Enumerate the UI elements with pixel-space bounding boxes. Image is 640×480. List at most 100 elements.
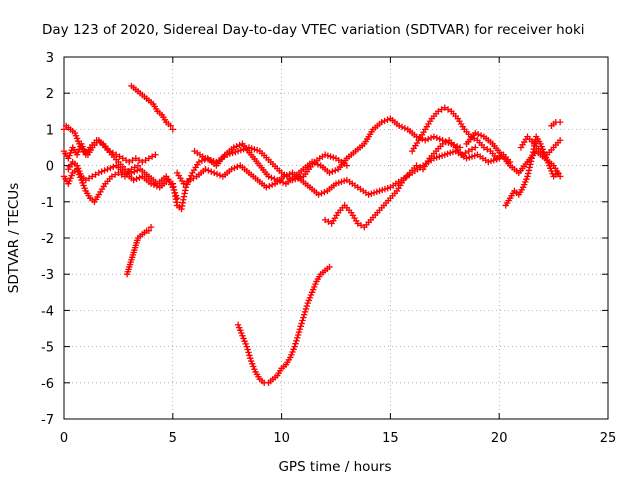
data-point xyxy=(122,156,130,164)
data-point xyxy=(474,131,482,138)
data-point xyxy=(301,311,308,318)
data-point xyxy=(480,144,488,151)
chart-title: Day 123 of 2020, Sidereal Day-to-day VTE… xyxy=(42,22,585,38)
data-point xyxy=(422,137,429,144)
data-point xyxy=(493,155,501,162)
data-point xyxy=(95,169,103,177)
y-tick-label: 1 xyxy=(46,123,54,138)
data-point xyxy=(119,155,126,162)
data-point xyxy=(243,343,250,350)
data-point xyxy=(326,263,333,271)
data-point xyxy=(139,158,146,166)
data-point xyxy=(294,331,302,339)
data-point xyxy=(60,126,68,133)
data-point xyxy=(231,164,238,172)
data-point xyxy=(130,176,137,184)
data-point xyxy=(321,188,328,196)
series-arc-3 xyxy=(60,162,142,205)
data-point xyxy=(183,178,191,186)
data-point xyxy=(321,216,329,224)
data-point xyxy=(115,169,122,177)
data-point xyxy=(444,106,452,113)
data-points xyxy=(60,82,564,386)
x-tick-label: 25 xyxy=(600,431,617,446)
data-point xyxy=(556,118,564,126)
data-point xyxy=(468,146,476,153)
data-point xyxy=(453,143,461,150)
y-tick-label: -7 xyxy=(41,413,54,428)
data-point xyxy=(378,118,385,126)
x-tick-label: 5 xyxy=(169,431,177,446)
data-point xyxy=(357,222,365,229)
data-point xyxy=(527,161,534,168)
data-point xyxy=(413,133,420,140)
data-point xyxy=(233,143,240,150)
data-point xyxy=(145,227,153,234)
series-arc-9 xyxy=(191,144,351,184)
data-point xyxy=(92,171,99,178)
y-tick-label: 3 xyxy=(46,51,54,66)
data-point xyxy=(303,302,311,310)
data-point xyxy=(315,191,322,198)
data-point xyxy=(300,314,307,321)
data-point xyxy=(527,158,535,165)
data-point xyxy=(131,164,138,171)
data-point xyxy=(148,153,156,160)
data-point xyxy=(213,170,221,178)
data-point xyxy=(441,104,448,111)
data-point xyxy=(395,122,403,129)
data-point xyxy=(98,168,105,175)
data-point xyxy=(343,162,351,169)
data-point xyxy=(208,168,215,175)
data-point xyxy=(413,162,420,169)
data-point xyxy=(524,173,531,180)
x-tick-label: 0 xyxy=(60,431,68,446)
x-axis-label: GPS time / hours xyxy=(278,459,391,475)
data-point xyxy=(314,161,322,168)
x-tick-label: 20 xyxy=(491,431,508,446)
data-point xyxy=(82,176,89,184)
data-point xyxy=(332,167,339,174)
data-point xyxy=(266,182,273,190)
data-point xyxy=(294,334,301,342)
data-point xyxy=(268,181,276,189)
data-point xyxy=(268,174,275,181)
data-point xyxy=(435,108,442,115)
data-point xyxy=(247,354,254,362)
data-point xyxy=(556,173,564,180)
data-point xyxy=(326,169,333,177)
data-point xyxy=(134,162,142,169)
data-point xyxy=(540,149,548,157)
data-point xyxy=(198,157,206,164)
data-point xyxy=(424,135,432,143)
data-point xyxy=(554,169,562,177)
data-point xyxy=(398,123,406,131)
data-point xyxy=(430,133,438,140)
data-point xyxy=(111,171,119,178)
data-point xyxy=(462,149,469,157)
series-arc-11 xyxy=(321,137,479,231)
data-point xyxy=(459,151,466,158)
data-point xyxy=(293,337,300,345)
series-arc-15 xyxy=(517,133,564,158)
data-point xyxy=(433,134,441,142)
data-point xyxy=(245,349,252,356)
y-axis-label: SDTVAR / TECUs xyxy=(6,183,22,293)
data-point xyxy=(230,144,237,151)
data-point xyxy=(291,343,298,350)
series-arc-2 xyxy=(60,122,181,202)
y-tick-label: -6 xyxy=(41,377,54,392)
data-point xyxy=(299,317,306,324)
data-point xyxy=(107,164,114,172)
data-point xyxy=(169,126,176,133)
data-point xyxy=(135,156,143,164)
data-point xyxy=(427,134,435,142)
data-point xyxy=(292,340,299,347)
data-point xyxy=(246,352,253,359)
data-point xyxy=(354,220,361,227)
data-point xyxy=(296,326,304,333)
data-point xyxy=(180,180,187,187)
data-point xyxy=(526,164,533,171)
